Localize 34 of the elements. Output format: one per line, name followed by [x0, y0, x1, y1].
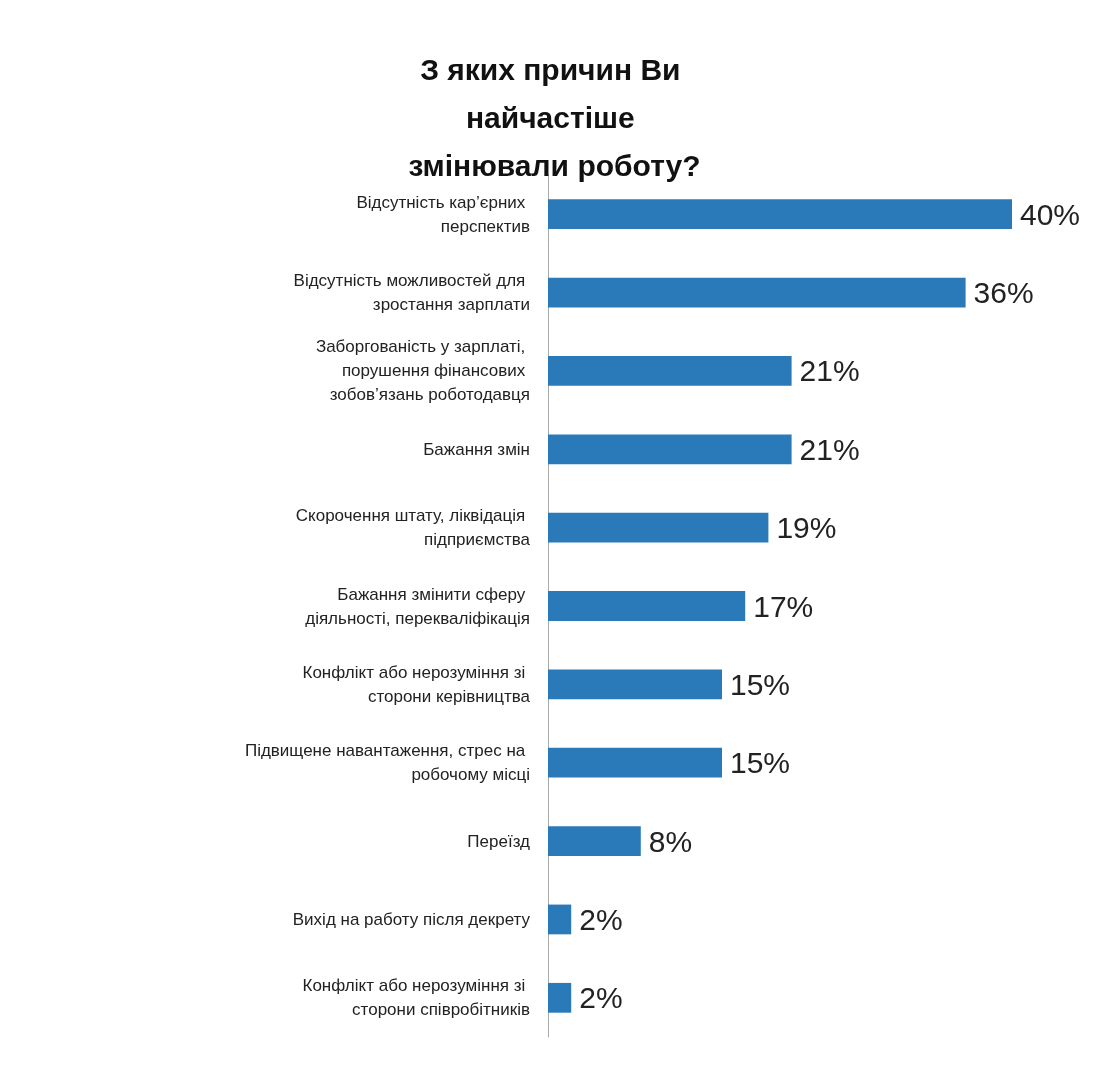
- data-label: 19%: [776, 511, 837, 545]
- y-tick-label: Підвищене навантаження, стрес на робочому місці: [244, 741, 530, 785]
- data-label: 2%: [579, 902, 623, 936]
- bar: [548, 356, 792, 386]
- y-tick-label: Вихід на работу після декрету: [292, 909, 531, 929]
- y-tick-label: Конфлікт або нерозуміння зі сторони керівництва: [302, 662, 531, 706]
- data-label: 17%: [753, 589, 814, 623]
- y-tick-label: Бажання змін: [423, 439, 530, 459]
- y-tick-label: Переїзд: [467, 831, 531, 851]
- y-tick-label: Конфлікт або нерозуміння зі сторони співробітників: [302, 976, 530, 1020]
- data-label: 15%: [730, 667, 791, 701]
- data-label: 36%: [973, 276, 1034, 310]
- bar: [548, 199, 1012, 230]
- bar: [548, 434, 792, 465]
- data-label: 21%: [799, 432, 860, 466]
- bar: [548, 512, 769, 543]
- y-tick-label: Відсутність кар’єрних перспектив: [356, 192, 530, 236]
- data-label: 2%: [579, 981, 623, 1015]
- bar: [548, 669, 722, 700]
- data-label: 8%: [648, 824, 693, 858]
- y-tick-label: Заборгованість у зарплаті, порушення фінансових зобов’язань роботодавця: [315, 337, 530, 405]
- y-tick-label: Відсутність можливостей для зростання зарплати: [293, 271, 530, 315]
- data-label: 15%: [730, 746, 791, 780]
- y-tick-label: Скорочення штату, ліквідація підприємства: [295, 506, 531, 550]
- bar: [548, 826, 641, 856]
- y-tick-label: Бажання змінити сферу діяльності, перекваліфікація: [305, 584, 530, 628]
- data-label: 40%: [1020, 197, 1081, 231]
- bar: [548, 904, 572, 935]
- bar: [548, 591, 746, 621]
- data-label: 21%: [799, 354, 860, 388]
- bar: [548, 747, 722, 778]
- bar: [548, 982, 572, 1013]
- chart-title: З яких причин Ви найчастіше змінювали роботу?: [408, 52, 701, 182]
- bar: [548, 277, 966, 308]
